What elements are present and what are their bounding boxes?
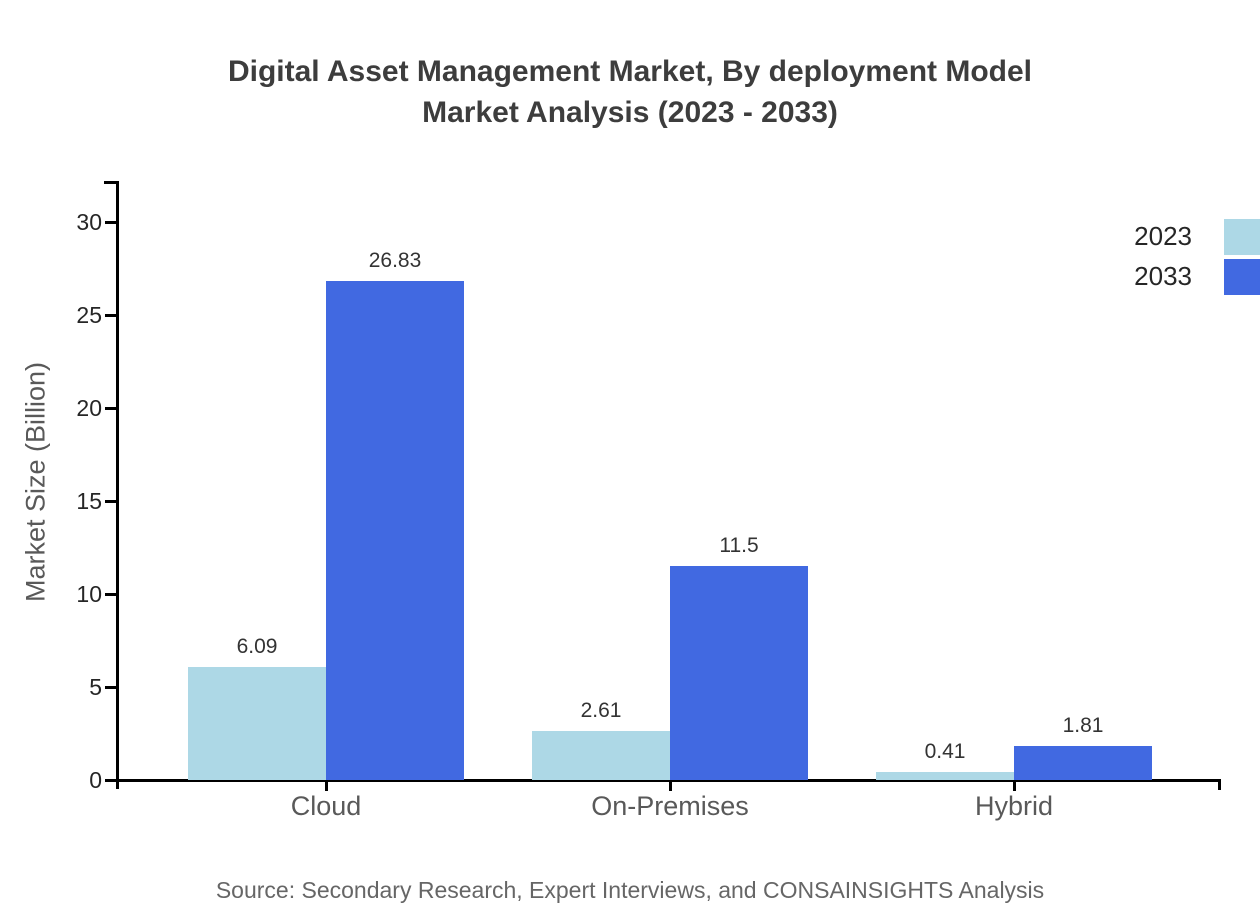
bar-value-label: 2.61 bbox=[580, 699, 622, 722]
bar-value-label: 0.41 bbox=[924, 740, 966, 763]
y-tick bbox=[105, 221, 116, 224]
x-tick bbox=[1013, 779, 1016, 791]
y-tick-label: 20 bbox=[76, 395, 102, 421]
x-category-label: On-Premises bbox=[591, 791, 749, 821]
y-tick bbox=[105, 779, 116, 782]
y-tick bbox=[105, 686, 116, 689]
bar-2033-hybrid bbox=[1014, 746, 1152, 780]
x-tick bbox=[325, 779, 328, 791]
legend-label-2033: 2033 bbox=[1134, 261, 1192, 291]
bar-value-label: 11.5 bbox=[719, 534, 759, 557]
legend-swatch-2023 bbox=[1224, 219, 1260, 255]
bar-2023-cloud bbox=[188, 667, 326, 780]
x-category-label: Hybrid bbox=[974, 791, 1054, 821]
y-tick-label: 30 bbox=[76, 209, 102, 235]
x-category-label: Cloud bbox=[290, 791, 362, 821]
y-tick bbox=[105, 407, 116, 410]
y-axis-spine bbox=[116, 181, 119, 789]
x-axis-spine bbox=[109, 779, 1221, 782]
bar-2023-hybrid bbox=[876, 772, 1014, 780]
y-tick-label: 15 bbox=[76, 488, 102, 514]
y-axis-end-cap bbox=[104, 181, 116, 184]
bar-value-label: 1.81 bbox=[1062, 714, 1104, 737]
y-tick-label: 10 bbox=[76, 581, 102, 607]
bar-2033-cloud bbox=[326, 281, 464, 780]
legend-swatch-2033 bbox=[1224, 259, 1260, 295]
bar-value-label: 6.09 bbox=[236, 635, 278, 658]
bar-2033-on-premises bbox=[670, 566, 808, 780]
bar-2023-on-premises bbox=[532, 731, 670, 780]
chart-title-line2: Market Analysis (2023 - 2033) bbox=[422, 96, 838, 129]
y-tick bbox=[105, 500, 116, 503]
legend-label-2023: 2023 bbox=[1134, 221, 1192, 251]
y-tick bbox=[105, 314, 116, 317]
y-tick-label: 5 bbox=[89, 674, 102, 700]
chart-title-line1: Digital Asset Management Market, By depl… bbox=[227, 55, 1033, 88]
bar-value-label: 26.83 bbox=[368, 249, 422, 272]
source-note: Source: Secondary Research, Expert Inter… bbox=[215, 877, 1045, 903]
y-tick-label: 0 bbox=[89, 767, 102, 793]
y-tick bbox=[105, 593, 116, 596]
x-axis-end-cap bbox=[1218, 779, 1221, 790]
x-tick bbox=[669, 779, 672, 791]
y-tick-label: 25 bbox=[76, 302, 102, 328]
chart-title: Digital Asset Management Market, By depl… bbox=[0, 51, 1260, 133]
